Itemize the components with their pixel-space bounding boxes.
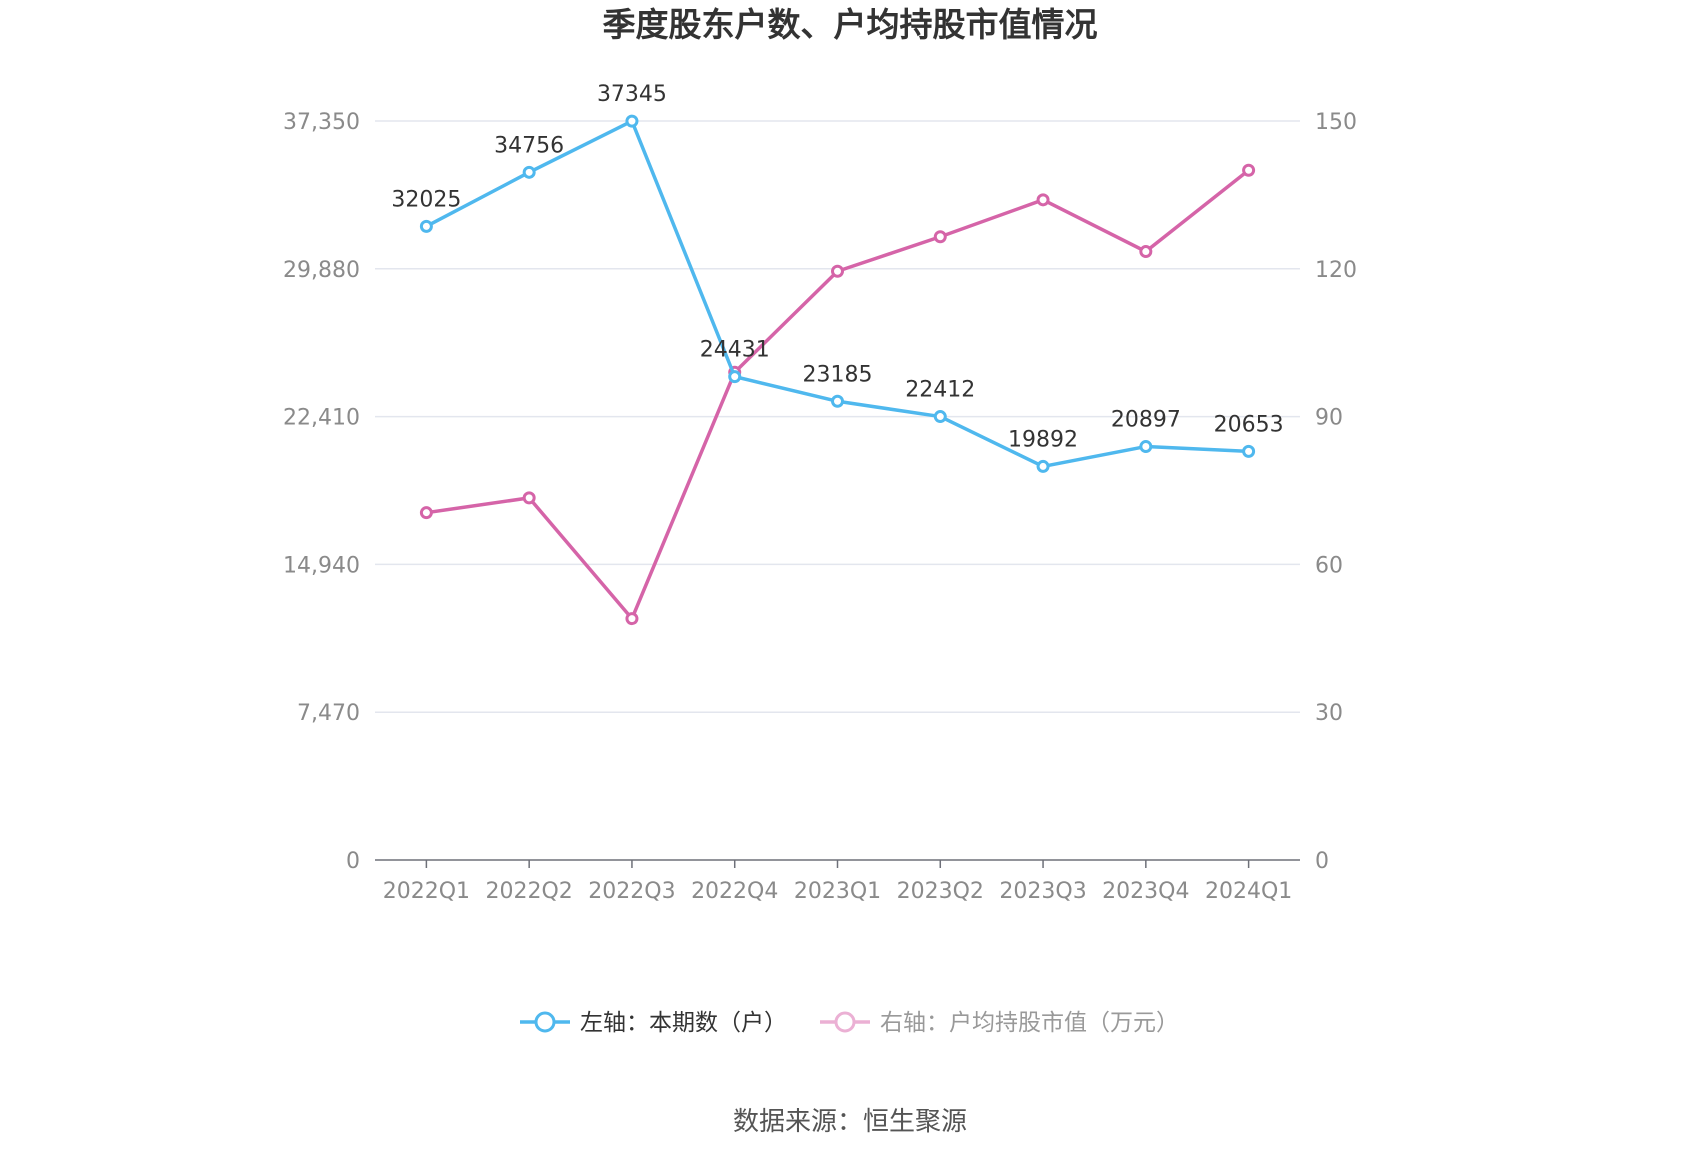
y-left-tick-label: 22,410: [283, 406, 360, 431]
series-line-1: [426, 168, 1250, 621]
y-right-tick-label: 150: [1315, 110, 1357, 135]
x-tick-label: 2022Q1: [383, 879, 470, 904]
data-point-0[interactable]: [1242, 444, 1256, 458]
data-label: 34756: [494, 133, 564, 158]
data-point-0[interactable]: [728, 370, 742, 384]
legend-label[interactable]: 左轴：本期数（户）: [580, 1010, 787, 1036]
y-right-tick-label: 120: [1315, 258, 1357, 283]
x-tick-label: 2024Q1: [1205, 879, 1292, 904]
y-left-tick-label: 7,470: [297, 701, 360, 726]
data-label: 22412: [905, 378, 975, 403]
data-point-1[interactable]: [1139, 245, 1153, 259]
data-point-1[interactable]: [1242, 163, 1256, 177]
grid: [375, 120, 1300, 713]
data-point-0[interactable]: [625, 114, 639, 128]
source-note: 数据来源：恒生聚源: [733, 1107, 967, 1137]
data-point-0[interactable]: [831, 394, 844, 408]
data-point-1[interactable]: [831, 264, 844, 278]
data-label: 37345: [597, 82, 667, 107]
data-point-0[interactable]: [933, 410, 947, 424]
legend[interactable]: 左轴：本期数（户） 右轴：户均持股市值（万元）: [520, 1010, 1179, 1036]
data-label: 20897: [1111, 408, 1181, 433]
chart-title: 季度股东户数、户均持股市值情况: [603, 5, 1098, 44]
legend-label[interactable]: 右轴：户均持股市值（万元）: [880, 1010, 1179, 1036]
x-tick-label: 2022Q3: [588, 879, 675, 904]
data-label: 20653: [1214, 412, 1284, 437]
y-left-tick-label: 37,350: [283, 110, 360, 135]
data-point-0[interactable]: [522, 165, 536, 179]
data-point-1[interactable]: [933, 230, 947, 244]
axes: 0 0 7,470 30 14,940 60 22,410 90 29,880 120 37,350…: [283, 110, 1357, 904]
data-label: 32025: [391, 187, 461, 212]
data-point-1[interactable]: [522, 491, 536, 505]
data-point-1[interactable]: [625, 612, 639, 626]
data-point-0[interactable]: [1139, 440, 1153, 454]
legend-swatch-marker[interactable]: [834, 1011, 856, 1033]
y-left-tick-label: 0: [346, 849, 360, 874]
y-right-tick-label: 90: [1315, 406, 1343, 431]
data-label: 19892: [1008, 427, 1078, 452]
legend-swatch-marker[interactable]: [534, 1011, 556, 1033]
x-tick-label: 2023Q4: [1102, 879, 1189, 904]
data-label: 23185: [803, 362, 873, 387]
data-label: 24431: [700, 338, 770, 363]
y-left-tick-label: 29,880: [283, 258, 360, 283]
series-group: [419, 114, 1256, 626]
y-left-tick-label: 14,940: [283, 553, 360, 578]
x-tick-label: 2023Q2: [897, 879, 984, 904]
data-point-1[interactable]: [419, 506, 433, 520]
y-right-tick-label: 30: [1315, 701, 1343, 726]
data-point-1[interactable]: [1036, 193, 1050, 207]
data-point-0[interactable]: [1036, 459, 1050, 473]
x-tick-label: 2023Q3: [999, 879, 1086, 904]
y-right-tick-label: 0: [1315, 849, 1329, 874]
data-labels: 32025 34756 37345 24431 23185 22412 19892 20897…: [391, 82, 1283, 452]
x-tick-label: 2022Q4: [691, 879, 778, 904]
x-tick-label: 2022Q2: [486, 879, 573, 904]
x-tick-label: 2023Q1: [794, 879, 881, 904]
y-right-tick-label: 60: [1315, 553, 1343, 578]
data-point-0[interactable]: [419, 219, 433, 233]
